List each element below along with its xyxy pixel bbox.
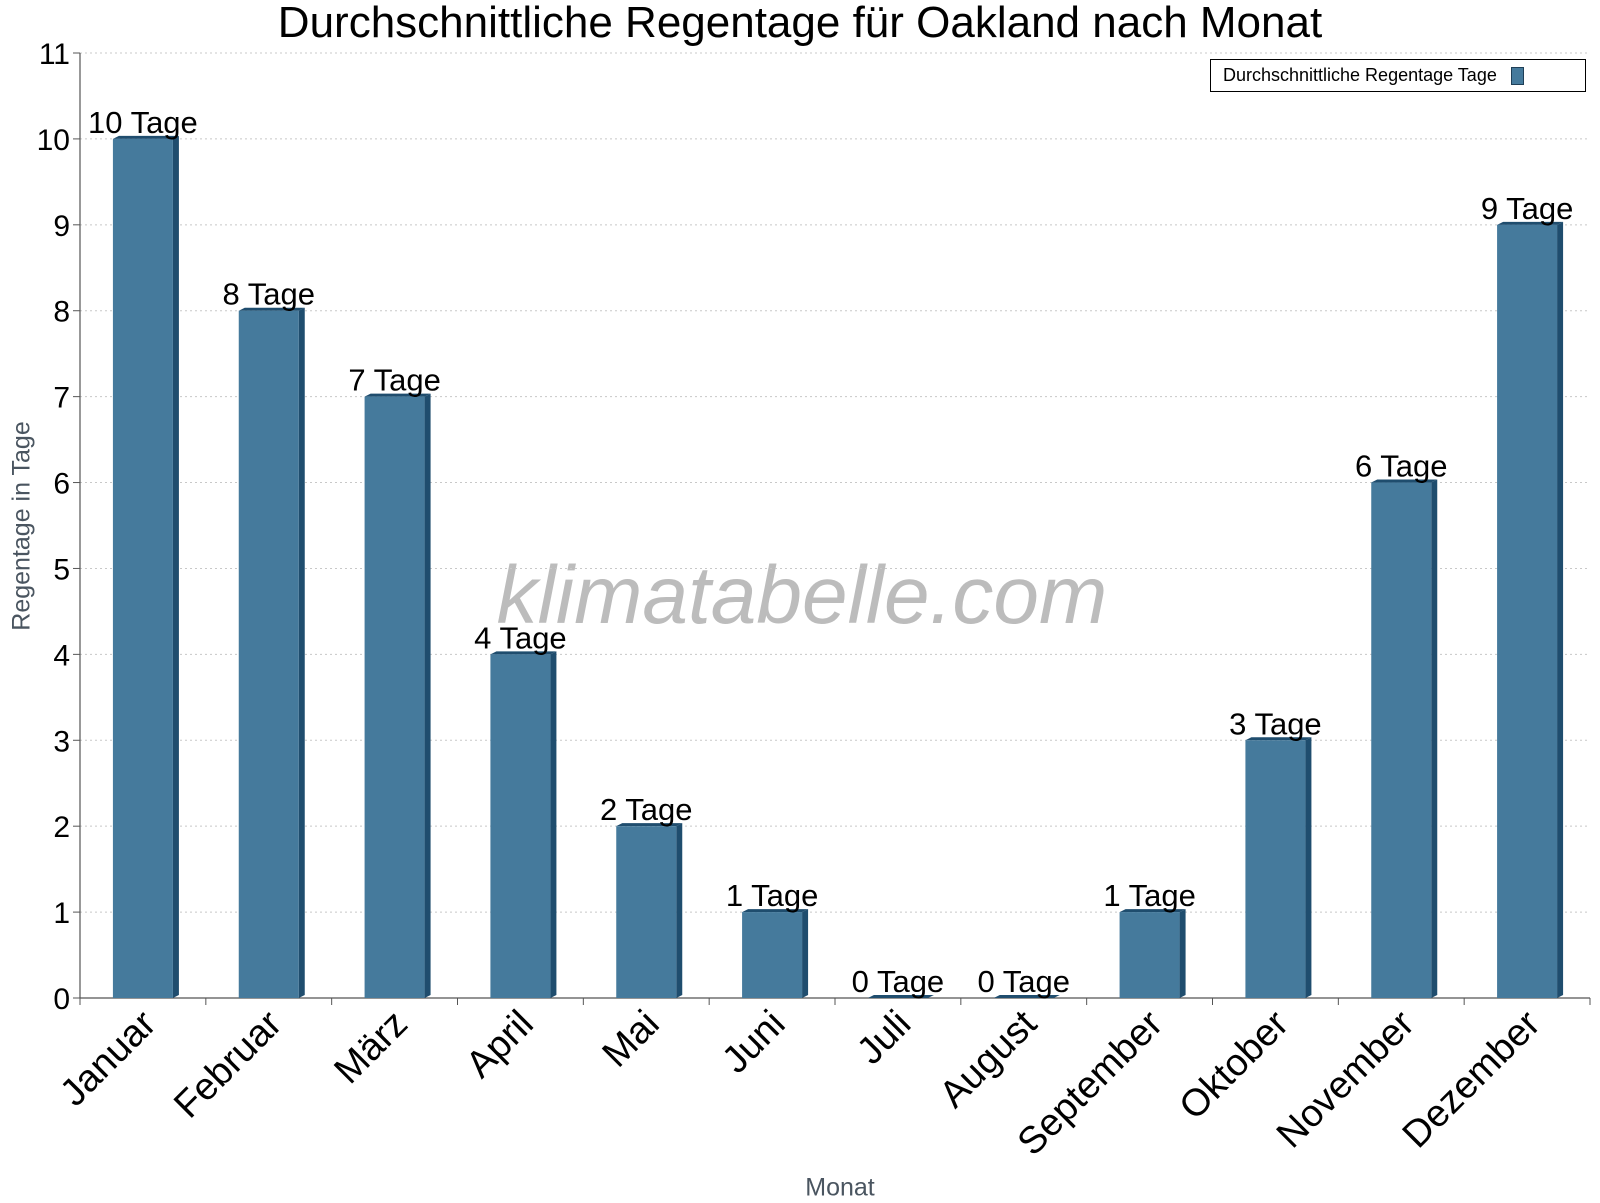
- y-tick-label: 0: [53, 983, 70, 1016]
- legend-swatch: [1510, 66, 1524, 85]
- bar-side: [1431, 479, 1438, 999]
- x-tick-label: Oktober: [1172, 1002, 1298, 1128]
- bar-top: [1119, 909, 1186, 913]
- y-tick-label: 7: [53, 382, 70, 415]
- x-tick-label: April: [458, 1003, 541, 1086]
- bar-side: [1179, 909, 1186, 998]
- y-tick-label: 5: [53, 553, 70, 586]
- bar: [364, 396, 425, 998]
- bar-top: [742, 909, 809, 913]
- data-label: 9 Tage: [1481, 191, 1574, 226]
- y-tick-label: 8: [53, 296, 70, 329]
- bar-side: [172, 135, 179, 999]
- x-tick-label: März: [327, 1003, 416, 1092]
- bar-top: [1245, 737, 1312, 741]
- x-tick-label: Mai: [595, 1003, 668, 1076]
- bar-top: [867, 995, 934, 998]
- x-tick-label: August: [932, 1002, 1046, 1116]
- y-tick-label: 9: [53, 210, 70, 243]
- bar-top: [1497, 221, 1564, 225]
- data-label: 1 Tage: [726, 878, 819, 913]
- bar: [1371, 482, 1432, 999]
- y-tick-label: 2: [53, 811, 70, 844]
- bar-side: [1557, 221, 1564, 998]
- bar: [742, 912, 803, 998]
- bar-top: [616, 823, 683, 827]
- bar-side: [550, 651, 557, 998]
- data-label: 2 Tage: [600, 792, 693, 827]
- bar-side: [298, 307, 305, 998]
- legend: Durchschnittliche Regentage Tage: [1210, 59, 1586, 92]
- bar: [490, 654, 551, 998]
- data-label: 8 Tage: [222, 277, 315, 312]
- bar-top: [1371, 479, 1438, 483]
- y-tick-label: 6: [53, 468, 70, 501]
- x-tick-label: Februar: [166, 1002, 290, 1126]
- legend-label: Durchschnittliche Regentage Tage: [1223, 65, 1497, 85]
- bar: [112, 138, 173, 999]
- data-label: 3 Tage: [1229, 706, 1322, 741]
- x-tick-label: Dezember: [1395, 1002, 1549, 1156]
- bar: [1119, 912, 1180, 998]
- data-label: 1 Tage: [1103, 878, 1196, 913]
- y-tick-label: 11: [39, 38, 70, 71]
- data-label: 7 Tage: [348, 363, 441, 398]
- bar-side: [802, 909, 809, 998]
- bar: [616, 826, 677, 998]
- bar-top: [238, 307, 305, 311]
- bar-top: [112, 135, 179, 139]
- bar-side: [424, 393, 431, 998]
- data-label: 10 Tage: [88, 105, 198, 140]
- y-tick-label: 4: [53, 639, 70, 672]
- bar-side: [1305, 737, 1312, 998]
- data-label: 0 Tage: [977, 964, 1070, 999]
- bar-side: [676, 823, 683, 998]
- data-label: 6 Tage: [1355, 449, 1448, 484]
- x-tick-label: Juli: [849, 1003, 919, 1073]
- bar: [238, 310, 299, 998]
- watermark: klimatabelle.com: [496, 550, 1108, 641]
- bar-top: [490, 651, 557, 655]
- y-tick-label: 3: [53, 725, 70, 758]
- x-tick-label: Juni: [714, 1003, 793, 1082]
- bar-top: [993, 995, 1060, 998]
- y-tick-label: 1: [53, 897, 70, 930]
- bar: [1245, 740, 1306, 998]
- data-label: 0 Tage: [852, 964, 945, 999]
- x-axis-label: Monat: [805, 1173, 875, 1202]
- chart-title: Durchschnittliche Regentage für Oakland …: [277, 0, 1323, 47]
- x-tick-label: Januar: [52, 1002, 164, 1114]
- x-tick-label: November: [1269, 1002, 1423, 1156]
- data-label: 4 Tage: [474, 620, 567, 655]
- y-tick-label: 10: [37, 124, 70, 157]
- bar-top: [364, 393, 431, 397]
- bar: [1497, 224, 1558, 998]
